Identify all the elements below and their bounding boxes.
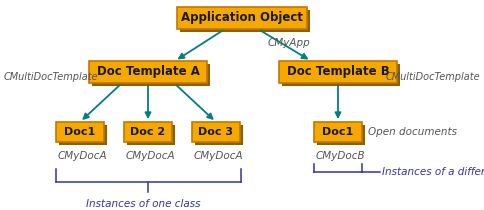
FancyBboxPatch shape bbox=[278, 61, 396, 83]
Text: CMultiDocTemplate: CMultiDocTemplate bbox=[4, 72, 98, 82]
FancyBboxPatch shape bbox=[281, 64, 399, 86]
FancyBboxPatch shape bbox=[56, 122, 104, 142]
FancyBboxPatch shape bbox=[195, 125, 242, 145]
FancyBboxPatch shape bbox=[313, 122, 361, 142]
Text: Doc1: Doc1 bbox=[64, 127, 95, 137]
Text: CMultiDocTemplate: CMultiDocTemplate bbox=[385, 72, 480, 82]
Text: Open documents: Open documents bbox=[367, 127, 456, 137]
FancyBboxPatch shape bbox=[192, 122, 240, 142]
FancyBboxPatch shape bbox=[59, 125, 107, 145]
Text: CMyApp: CMyApp bbox=[268, 38, 310, 48]
Text: Application Object: Application Object bbox=[181, 12, 302, 25]
Text: CMyDocA: CMyDocA bbox=[126, 151, 175, 161]
FancyBboxPatch shape bbox=[317, 125, 364, 145]
Text: Doc Template A: Doc Template A bbox=[96, 66, 199, 79]
FancyBboxPatch shape bbox=[177, 7, 306, 29]
FancyBboxPatch shape bbox=[89, 61, 207, 83]
Text: Instances of one class: Instances of one class bbox=[86, 199, 200, 209]
FancyBboxPatch shape bbox=[92, 64, 210, 86]
FancyBboxPatch shape bbox=[180, 10, 309, 32]
Text: Doc1: Doc1 bbox=[322, 127, 353, 137]
Text: Doc 3: Doc 3 bbox=[198, 127, 233, 137]
Text: CMyDocA: CMyDocA bbox=[194, 151, 243, 161]
Text: Doc 2: Doc 2 bbox=[130, 127, 165, 137]
Text: Instances of a different class: Instances of a different class bbox=[381, 167, 484, 177]
Text: Doc Template B: Doc Template B bbox=[286, 66, 389, 79]
FancyBboxPatch shape bbox=[127, 125, 175, 145]
Text: CMyDocA: CMyDocA bbox=[58, 151, 107, 161]
FancyBboxPatch shape bbox=[124, 122, 172, 142]
Text: CMyDocB: CMyDocB bbox=[316, 151, 365, 161]
